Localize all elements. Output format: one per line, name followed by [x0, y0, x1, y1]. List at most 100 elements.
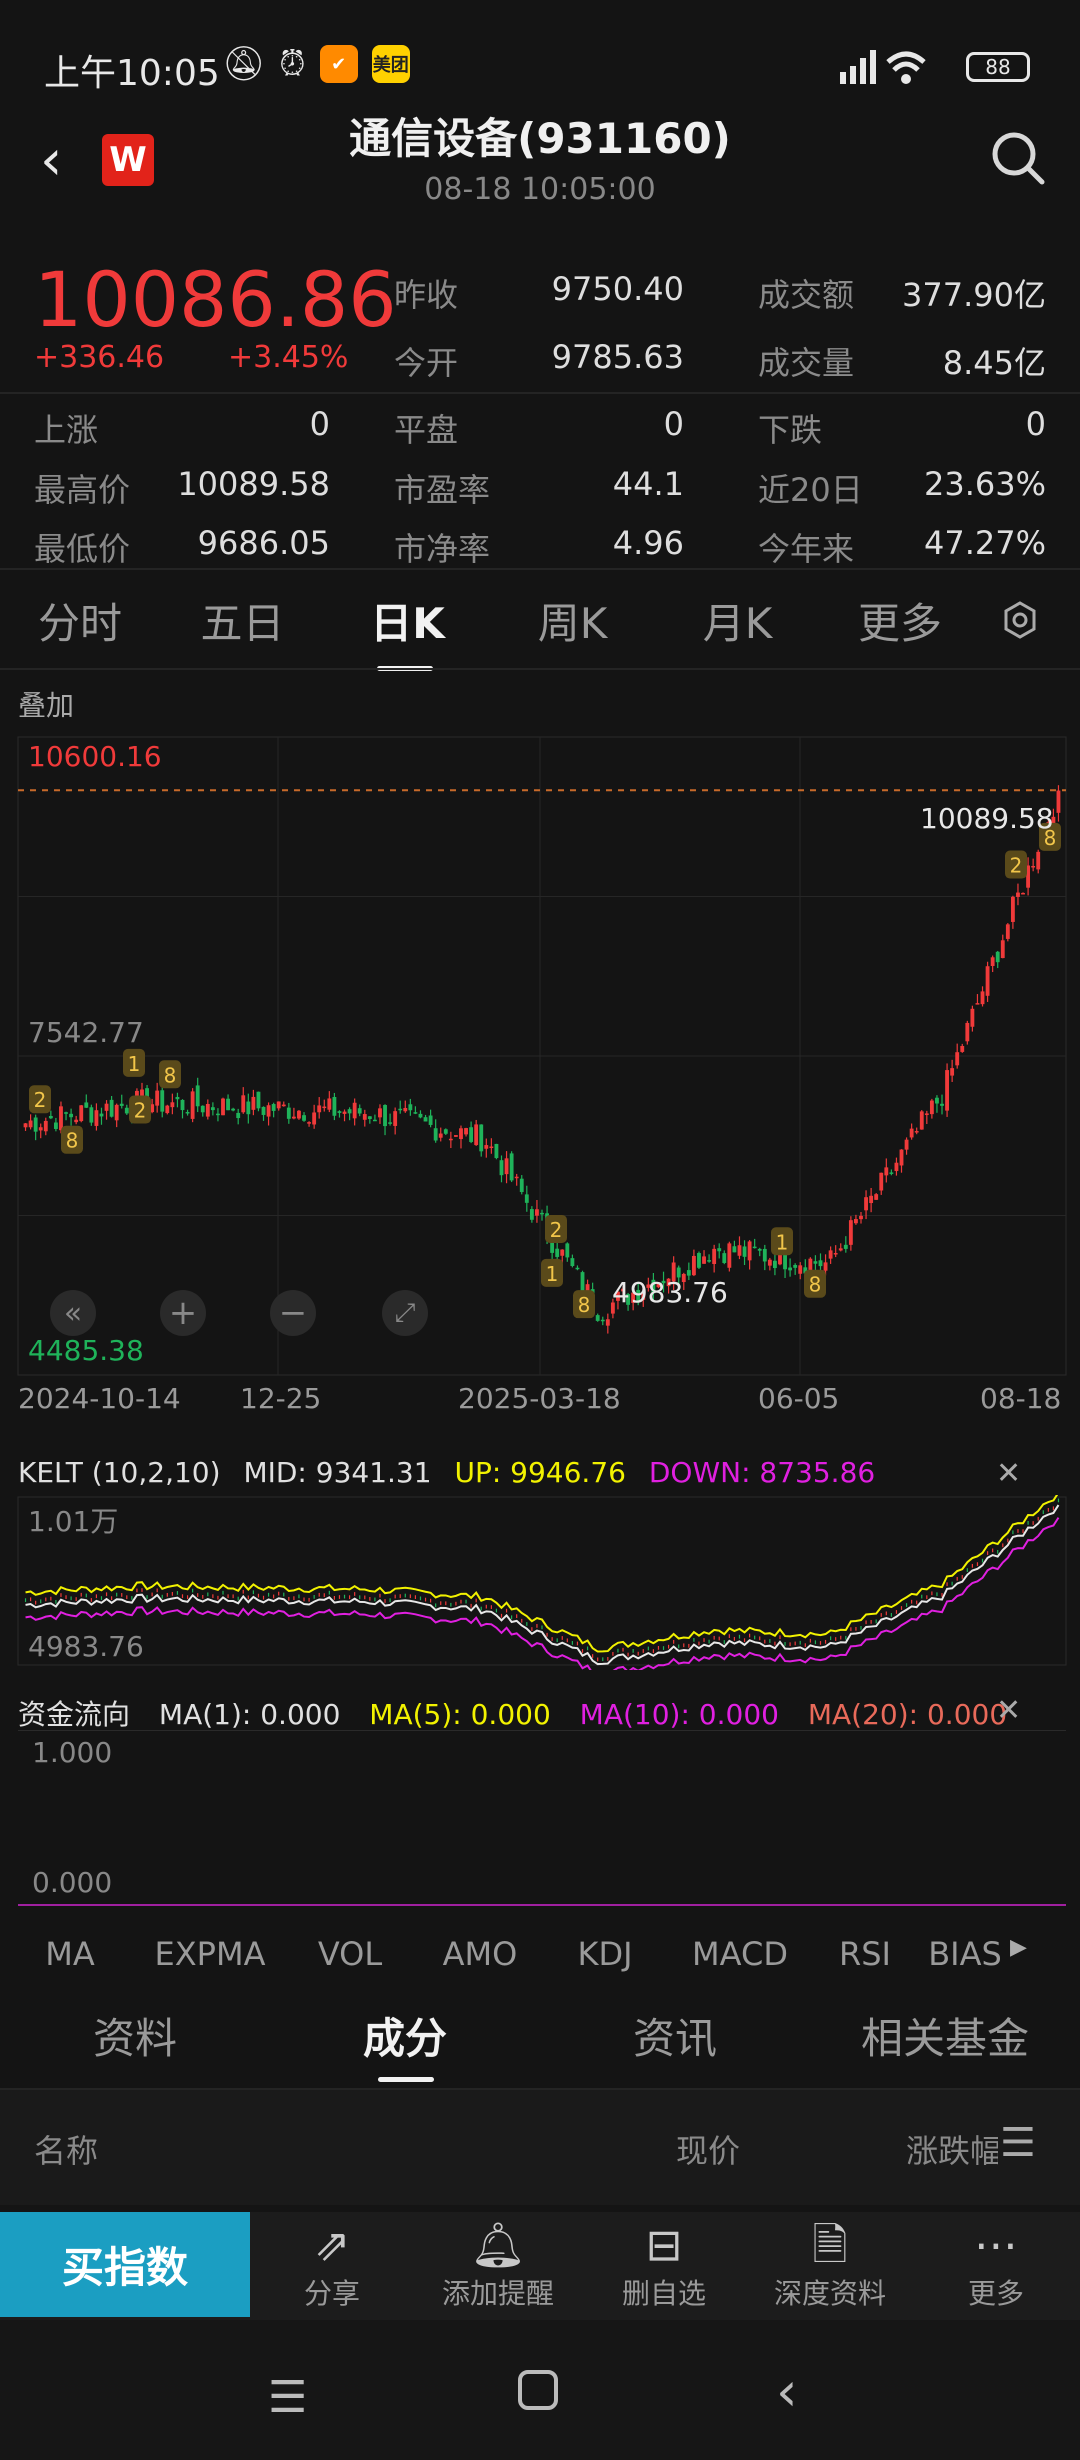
col-change[interactable]: 涨跌幅 — [906, 2132, 998, 2170]
nav-menu-icon[interactable]: ☰ — [268, 2372, 308, 2423]
candle-body — [924, 1113, 929, 1115]
menu-icon[interactable]: ☰ — [1000, 2120, 1036, 2166]
kelt-legend: KELT (10,2,10) MID: 9341.31 UP: 9946.76 … — [18, 1456, 875, 1489]
kelt-down-line — [25, 1517, 1060, 1670]
search-icon[interactable] — [988, 128, 1048, 188]
candle-body — [216, 1113, 220, 1116]
candle-body — [783, 1244, 787, 1270]
candle-body — [585, 1284, 590, 1296]
close-icon[interactable]: ✕ — [996, 1456, 1022, 1491]
indicator-tab[interactable]: BIAS — [928, 1935, 1002, 1973]
share-button[interactable]: ⇗ 分享 — [252, 2212, 412, 2320]
candle-body — [666, 1278, 671, 1287]
candle-body — [767, 1259, 772, 1266]
rewind-icon[interactable]: « — [50, 1290, 96, 1336]
indicator-tab[interactable]: MACD — [692, 1935, 788, 1973]
candle-body — [676, 1267, 681, 1278]
bell-muted-icon: 🔕︎ — [222, 44, 266, 84]
candle-body — [276, 1101, 281, 1109]
tab-daily-k[interactable]: 日K — [325, 590, 490, 671]
candle-body — [529, 1209, 534, 1220]
scroll-right-icon[interactable]: ▶ — [1010, 1935, 1027, 1960]
candle-body — [33, 1117, 38, 1132]
indicator-tab[interactable]: KDJ — [577, 1935, 633, 1973]
candle-body — [616, 1291, 620, 1301]
candle-body — [752, 1246, 757, 1249]
candle-body — [266, 1105, 271, 1117]
candle-body — [43, 1120, 48, 1132]
candle-body — [79, 1105, 84, 1122]
candle-body — [605, 1319, 610, 1326]
grid-label: 近20日 — [758, 471, 863, 509]
candle-body — [813, 1261, 818, 1264]
candle-body — [854, 1219, 858, 1224]
back-icon[interactable]: ‹ — [40, 128, 63, 193]
candle-body — [990, 957, 995, 967]
status-bar: 上午10:05 🔕︎ ⏰︎ ✔ 美团 88 — [0, 0, 1080, 130]
grid-value: 44.1 — [612, 465, 684, 503]
system-nav-bar — [0, 2320, 1080, 2460]
kelt-top-label: 1.01万 — [28, 1505, 119, 1538]
candle-body — [560, 1249, 565, 1256]
candle-body — [438, 1133, 443, 1138]
candle-body — [570, 1258, 575, 1267]
candle-body — [935, 1097, 939, 1104]
close-icon[interactable]: ✕ — [996, 1693, 1022, 1728]
tab-monthly-k[interactable]: 月K — [702, 598, 773, 648]
candle-body — [691, 1255, 696, 1276]
candle-body — [236, 1112, 241, 1119]
signal-badge-label: 2 — [550, 1218, 563, 1242]
kelt-name: KELT (10,2,10) — [18, 1456, 221, 1489]
candle-body — [352, 1102, 357, 1119]
candle-body — [960, 1045, 965, 1052]
depth-data-button[interactable]: 🗎 深度资料 — [750, 2212, 910, 2320]
candle-body — [474, 1124, 479, 1146]
period-tabs: 分时 五日 日K 周K 月K 更多 — [0, 574, 1080, 671]
remove-watchlist-label: 删自选 — [621, 2277, 706, 2310]
indicator-tab[interactable]: EXPMA — [154, 1935, 266, 1973]
indicator-tab[interactable]: MA — [45, 1935, 95, 1973]
grid-label: 最低价 — [34, 530, 131, 568]
indicator-tab[interactable]: RSI — [839, 1935, 891, 1973]
candle-body — [509, 1153, 514, 1181]
candle-body — [681, 1273, 686, 1283]
high-marker-label: 10089.58 — [920, 802, 1054, 835]
price-change-pct: +3.45% — [228, 340, 349, 375]
tab-news[interactable]: 资讯 — [632, 2014, 717, 2063]
tab-five-day[interactable]: 五日 — [200, 598, 285, 648]
settings-gear-icon[interactable] — [1000, 600, 1040, 640]
col-price[interactable]: 现价 — [676, 2132, 741, 2170]
candle-body — [970, 1008, 975, 1027]
app-logo: W — [102, 134, 154, 186]
signal-badge-label: 1 — [776, 1230, 789, 1254]
kelt-bottom-label: 4983.76 — [28, 1630, 144, 1663]
zoom-in-icon[interactable]: + — [160, 1290, 206, 1336]
nav-home-icon[interactable] — [518, 2370, 558, 2410]
remove-watchlist-button[interactable]: ⊟ 删自选 — [584, 2212, 744, 2320]
more-button[interactable]: ⋯ 更多 — [916, 2212, 1076, 2320]
candle-body — [940, 1103, 944, 1106]
indicator-tab[interactable]: VOL — [317, 1935, 383, 1973]
tab-related-funds[interactable]: 相关基金 — [860, 2014, 1029, 2063]
candle-body — [372, 1119, 377, 1122]
zoom-out-icon[interactable]: − — [270, 1290, 316, 1336]
nav-back-icon[interactable]: ‹ — [776, 2360, 798, 2423]
tab-profile[interactable]: 资料 — [92, 2014, 177, 2063]
candle-body — [803, 1267, 808, 1274]
candle-body — [357, 1108, 362, 1114]
candle-body — [418, 1113, 423, 1118]
col-name[interactable]: 名称 — [34, 2132, 99, 2170]
indicator-tab[interactable]: AMO — [442, 1935, 518, 1973]
candle-body — [732, 1246, 737, 1253]
tab-fenshi[interactable]: 分时 — [37, 598, 122, 648]
tab-constituents[interactable]: 成分 — [270, 2005, 540, 2085]
tab-more[interactable]: 更多 — [857, 598, 942, 648]
candle-body — [160, 1090, 165, 1112]
add-alert-button[interactable]: 🔔︎ 添加提醒 — [418, 2212, 578, 2320]
fullscreen-icon[interactable]: ⤢ — [382, 1290, 428, 1336]
overlay-label[interactable]: 叠加 — [18, 689, 75, 722]
tab-weekly-k[interactable]: 周K — [537, 598, 608, 648]
signal-badge-label: 1 — [546, 1262, 559, 1286]
buy-index-button[interactable]: 买指数 — [0, 2212, 250, 2317]
